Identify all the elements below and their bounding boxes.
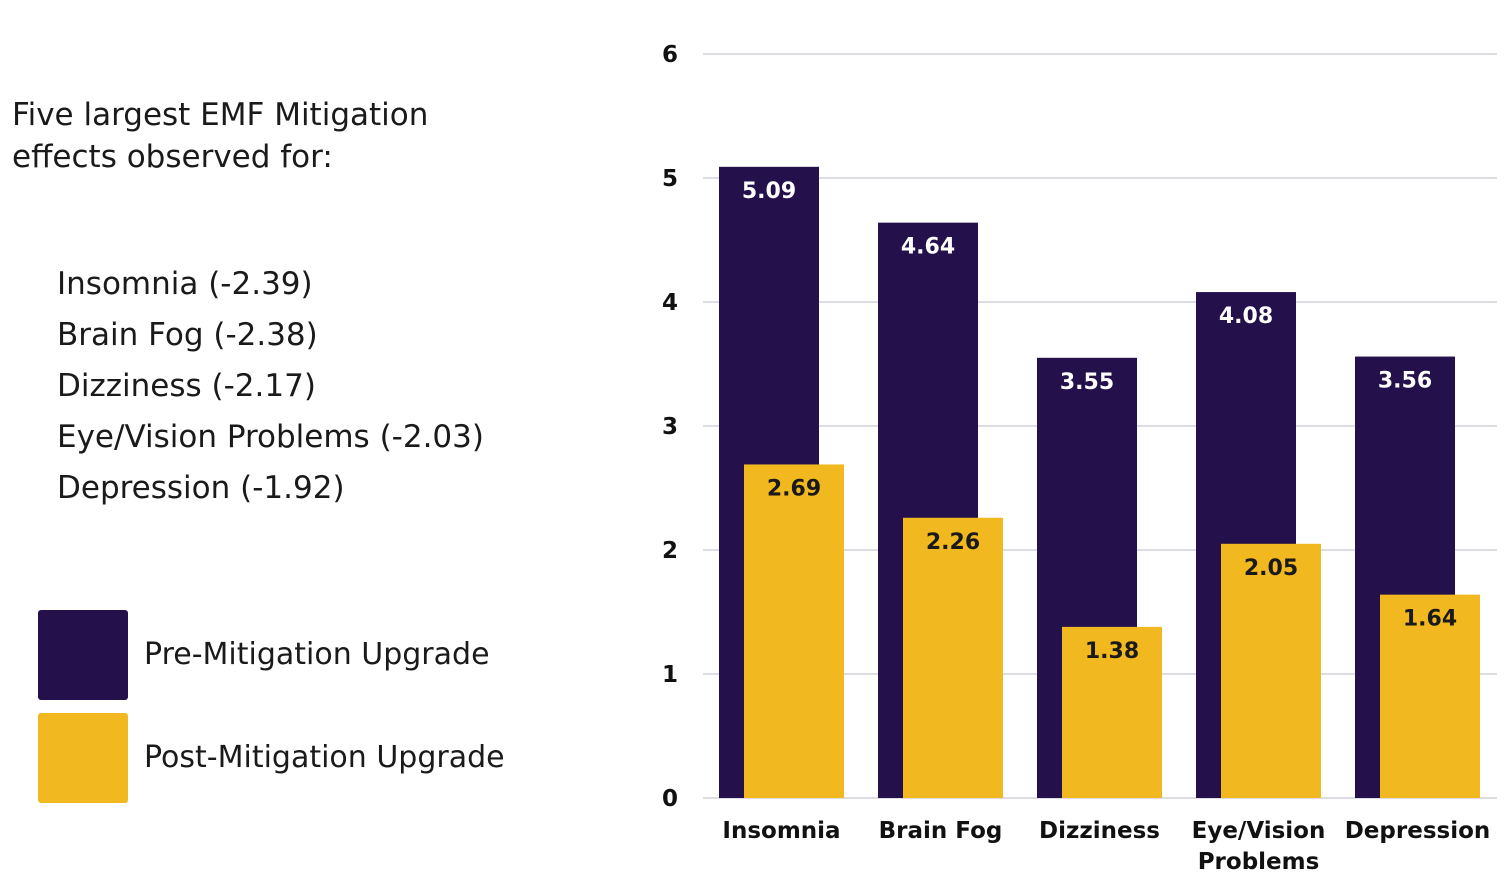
effect-item: Brain Fog (-2.38) bbox=[57, 317, 318, 353]
y-tick-label: 0 bbox=[662, 786, 678, 812]
data-label-post: 1.38 bbox=[1085, 639, 1139, 664]
legend-swatch-post bbox=[38, 713, 128, 803]
y-tick-label: 6 bbox=[662, 42, 678, 68]
bar-post bbox=[1062, 626, 1162, 798]
data-label-pre: 4.08 bbox=[1219, 304, 1273, 329]
data-label-post: 2.26 bbox=[926, 530, 980, 555]
effects-list: Insomnia (-2.39) Brain Fog (-2.38) Dizzi… bbox=[57, 259, 484, 514]
y-tick-label: 4 bbox=[662, 290, 678, 316]
data-label-post: 1.64 bbox=[1403, 607, 1457, 632]
x-tick-label: Eye/Vision bbox=[1192, 818, 1326, 844]
data-label-pre: 5.09 bbox=[742, 179, 796, 204]
legend-item-pre: Pre-Mitigation Upgrade bbox=[38, 610, 598, 700]
legend-label-pre: Pre-Mitigation Upgrade bbox=[144, 637, 490, 672]
y-tick-label: 3 bbox=[662, 414, 678, 440]
legend-item-post: Post-Mitigation Upgrade bbox=[38, 713, 598, 803]
data-label-pre: 3.56 bbox=[1378, 369, 1432, 394]
effect-item: Depression (-1.92) bbox=[57, 470, 345, 506]
x-tick-label: Brain Fog bbox=[879, 818, 1003, 844]
heading-line: effects observed for: bbox=[12, 139, 333, 175]
effect-item: Dizziness (-2.17) bbox=[57, 368, 316, 404]
y-tick-label: 5 bbox=[662, 166, 678, 192]
x-tick-label: Dizziness bbox=[1039, 818, 1160, 844]
x-tick-label: Insomnia bbox=[722, 818, 840, 844]
effect-item: Eye/Vision Problems (-2.03) bbox=[57, 419, 484, 455]
data-label-pre: 3.55 bbox=[1060, 370, 1114, 395]
bar-post bbox=[1221, 543, 1321, 798]
x-tick-label: Depression bbox=[1345, 818, 1491, 844]
chart-heading: Five largest EMF Mitigation effects obse… bbox=[12, 94, 572, 178]
heading-line: Five largest EMF Mitigation bbox=[12, 97, 429, 133]
bar-post bbox=[1380, 594, 1480, 798]
data-label-pre: 4.64 bbox=[901, 235, 955, 260]
y-tick-label: 2 bbox=[662, 538, 678, 564]
bar-post bbox=[744, 464, 844, 798]
y-tick-label: 1 bbox=[662, 662, 678, 688]
x-tick-label: Problems bbox=[1198, 849, 1320, 875]
legend-swatch-pre bbox=[38, 610, 128, 700]
effect-item: Insomnia (-2.39) bbox=[57, 266, 313, 302]
data-label-post: 2.05 bbox=[1244, 556, 1298, 581]
legend-label-post: Post-Mitigation Upgrade bbox=[144, 740, 505, 775]
bar-post bbox=[903, 517, 1003, 798]
data-label-post: 2.69 bbox=[767, 476, 821, 501]
